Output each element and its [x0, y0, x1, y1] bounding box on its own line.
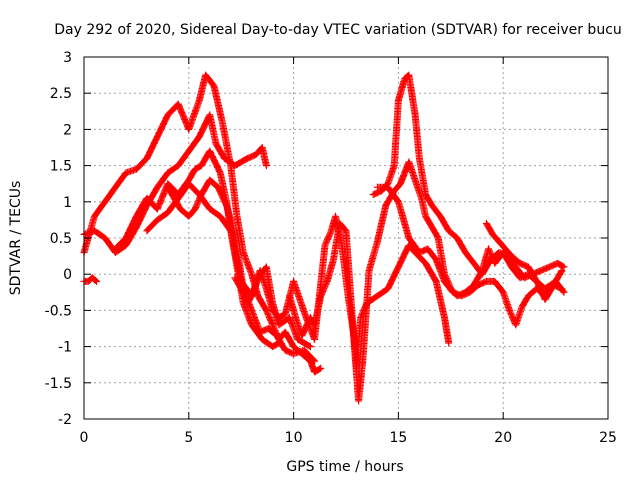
series-track-9	[369, 71, 568, 282]
series-markers	[80, 71, 325, 376]
y-axis-label: SDTVAR / TECUs	[8, 181, 24, 296]
y-tick-label: 3	[63, 50, 72, 66]
x-axis-label: GPS time / hours	[286, 459, 403, 475]
x-tick-label: 10	[285, 430, 303, 446]
series-markers	[231, 212, 453, 372]
y-tick-label: -0.5	[45, 303, 72, 319]
series-markers	[80, 274, 101, 285]
x-tick-label: 0	[80, 430, 89, 446]
y-tick-label: 0	[63, 267, 72, 283]
y-tick-label: -2	[58, 412, 72, 428]
x-tick-label: 25	[599, 430, 617, 446]
y-tick-label: 1	[63, 195, 72, 211]
x-tick-label: 15	[389, 430, 407, 446]
x-tick-label: 20	[494, 430, 512, 446]
series-markers	[369, 71, 568, 282]
y-tick-label: 2	[63, 122, 72, 138]
tick-labels: 0 5 10 15 20 25 -2 -1.5 -1 -0.5 0 0.5 1 1.5 2 2.5 3	[45, 50, 617, 446]
axis-ticks	[83, 56, 609, 420]
y-tick-label: -1	[58, 340, 72, 356]
series-markers	[111, 147, 283, 351]
y-tick-label: 2.5	[50, 86, 72, 102]
x-tick-label: 5	[184, 430, 193, 446]
series-track-1	[80, 71, 325, 376]
series-track-2	[80, 111, 270, 256]
series-track-3	[80, 274, 101, 285]
y-tick-label: -1.5	[45, 376, 72, 392]
y-tick-label: 0.5	[50, 231, 72, 247]
series-markers	[80, 111, 270, 256]
series-track-7	[231, 212, 453, 372]
y-tick-label: 1.5	[50, 159, 72, 175]
chart-title: Day 292 of 2020, Sidereal Day-to-day VTE…	[54, 22, 622, 38]
series-track-4	[111, 147, 283, 351]
series-track-11	[482, 220, 566, 303]
series-markers	[482, 220, 566, 303]
